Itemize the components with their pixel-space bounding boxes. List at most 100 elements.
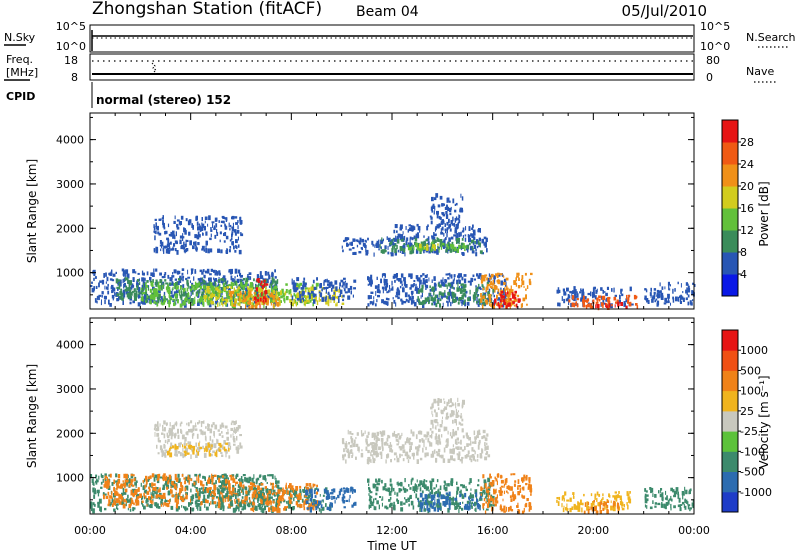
echo-cell-1-9 — [469, 495, 473, 499]
echo-cell-1-5 — [174, 422, 176, 426]
echo-cell-0-18 — [618, 299, 621, 304]
echo-cell-1-5 — [221, 435, 224, 438]
echo-cell-0-6 — [294, 288, 297, 293]
echo-cell-0-0 — [201, 288, 204, 291]
echo-cell-1-1 — [122, 480, 124, 483]
echo-cell-0-16 — [514, 298, 518, 302]
echo-cell-0-10 — [451, 245, 453, 249]
echo-cell-0-7 — [192, 245, 195, 250]
echo-cell-0-6 — [335, 286, 338, 291]
echo-cell-0-1 — [128, 284, 131, 290]
echo-cell-1-9 — [455, 500, 458, 505]
echo-cell-1-6 — [219, 444, 222, 448]
echo-cell-0-3 — [215, 287, 219, 291]
echo-cell-0-3 — [218, 293, 220, 298]
echo-cell-1-8 — [461, 428, 464, 433]
echo-cell-0-7 — [239, 216, 241, 222]
echo-cell-0-15 — [440, 298, 442, 302]
echo-cell-1-1 — [145, 484, 147, 487]
echo-cell-0-2 — [167, 301, 169, 305]
echo-cell-0-14 — [384, 273, 386, 278]
echo-cell-1-5 — [207, 427, 209, 431]
echo-cell-1-9 — [369, 489, 371, 494]
echo-cell-1-9 — [425, 480, 428, 483]
echo-cell-0-19 — [607, 300, 611, 305]
echo-cell-0-8 — [486, 248, 488, 253]
echo-cell-0-17 — [517, 298, 521, 303]
echo-cell-1-0 — [205, 481, 208, 486]
echo-cell-0-0 — [114, 292, 116, 296]
echo-cell-1-1 — [179, 488, 183, 492]
echo-cell-1-6 — [196, 449, 198, 453]
echo-cell-0-21 — [680, 295, 683, 299]
echo-cell-1-2 — [279, 487, 282, 492]
echo-cell-1-5 — [227, 442, 231, 447]
echo-cell-0-18 — [557, 302, 560, 307]
echo-cell-1-5 — [183, 442, 186, 447]
echo-cell-0-14 — [462, 301, 465, 305]
echo-cell-0-5 — [263, 280, 266, 283]
echo-cell-1-9 — [483, 484, 485, 490]
echo-cell-0-17 — [514, 290, 517, 294]
freq-label-top: Freq. — [6, 53, 33, 66]
echo-cell-0-17 — [512, 301, 515, 304]
echo-cell-0-1 — [240, 279, 242, 283]
echo-cell-1-0 — [198, 503, 201, 506]
echo-cell-0-1 — [190, 285, 192, 291]
echo-cell-0-13 — [449, 212, 452, 216]
echo-cell-0-7 — [163, 248, 165, 254]
echo-cell-0-3 — [296, 294, 300, 299]
echo-cell-0-16 — [505, 277, 509, 281]
echo-cell-0-16 — [513, 280, 517, 285]
echo-cell-0-8 — [392, 242, 395, 245]
echo-cell-0-7 — [178, 221, 181, 225]
echo-cell-1-0 — [259, 474, 262, 477]
echo-cell-1-0 — [271, 474, 274, 479]
echo-cell-0-0 — [248, 272, 252, 275]
echo-cell-0-2 — [142, 292, 145, 295]
echo-cell-1-1 — [214, 487, 216, 491]
echo-cell-1-7 — [464, 446, 466, 450]
echo-cell-1-5 — [170, 437, 173, 440]
echo-cell-0-17 — [502, 299, 506, 302]
echo-cell-1-1 — [230, 493, 234, 496]
echo-cell-1-7 — [345, 459, 347, 464]
echo-cell-1-0 — [145, 498, 149, 503]
echo-cell-0-7 — [153, 224, 155, 228]
echo-cell-0-0 — [99, 280, 102, 283]
echo-cell-1-2 — [307, 494, 311, 499]
echo-cell-1-1 — [184, 487, 187, 492]
echo-cell-1-6 — [216, 452, 218, 458]
echo-cell-0-18 — [566, 287, 569, 292]
echo-cell-1-7 — [345, 446, 348, 450]
echo-cell-1-0 — [242, 505, 245, 510]
echo-cell-0-10 — [441, 242, 445, 245]
echo-cell-1-1 — [123, 473, 127, 479]
echo-cell-1-0 — [258, 483, 261, 486]
echo-cell-0-2 — [229, 299, 232, 303]
echo-cell-1-7 — [392, 432, 395, 437]
echo-cell-0-14 — [370, 295, 372, 299]
echo-cell-1-2 — [321, 507, 324, 511]
echo-cell-1-7 — [431, 442, 433, 447]
echo-cell-0-3 — [216, 297, 220, 300]
echo-cell-1-8 — [457, 402, 460, 407]
echo-cell-0-8 — [364, 239, 367, 242]
echo-cell-0-8 — [401, 250, 405, 254]
echo-cell-1-5 — [187, 441, 189, 445]
echo-cell-0-14 — [409, 287, 412, 290]
echo-cell-1-5 — [194, 425, 197, 428]
echo-cell-0-9 — [451, 241, 453, 244]
echo-cell-1-5 — [160, 448, 163, 453]
echo-cell-1-5 — [225, 432, 229, 435]
echo-cell-0-9 — [461, 238, 464, 241]
echo-cell-0-2 — [245, 281, 248, 285]
echo-cell-1-5 — [233, 421, 236, 426]
echo-cell-0-1 — [232, 296, 235, 300]
echo-cell-0-3 — [228, 293, 231, 296]
echo-cell-1-7 — [361, 449, 363, 452]
echo-cell-1-4 — [314, 500, 317, 505]
echo-cell-0-17 — [509, 298, 512, 301]
echo-cell-0-9 — [469, 242, 471, 246]
echo-cell-0-14 — [422, 273, 425, 276]
